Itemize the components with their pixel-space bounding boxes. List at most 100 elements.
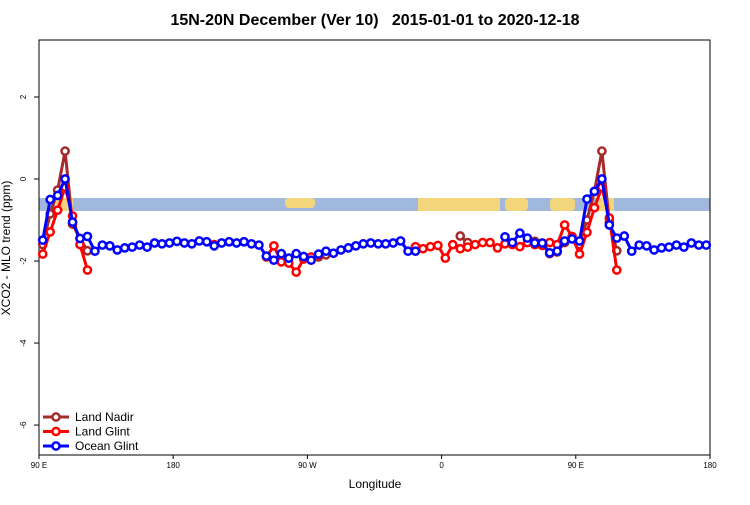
data-point [440,253,451,264]
data-point [589,186,600,197]
data-point [75,233,85,244]
land-band [285,198,315,208]
data-point [209,241,220,251]
legend-label: Land Glint [75,425,130,439]
data-point [403,246,413,257]
data-point [500,231,510,242]
data-point [515,228,525,238]
x-tick-label: 180 [167,461,181,470]
x-tick-label: 180 [703,461,717,470]
data-point [559,236,570,246]
data-point [611,233,622,243]
land-band [505,198,528,211]
data-point [67,217,78,227]
legend-marker [51,412,61,422]
data-point [388,238,398,248]
data-point [298,251,309,262]
x-tick-label: 90 E [31,461,47,470]
data-point [254,240,264,250]
data-point [172,236,182,247]
x-axis-label: Longitude [349,477,402,491]
data-point [119,243,130,253]
data-point [701,240,712,250]
data-point [291,248,302,259]
data-point [358,238,369,249]
y-tick-label: -6 [19,421,28,429]
data-point [90,246,100,257]
data-point [544,237,555,248]
data-point [224,236,234,247]
data-point [597,174,607,184]
data-point [112,245,123,255]
y-tick-label: 0 [19,176,28,181]
data-point [455,231,466,241]
data-point [269,241,279,251]
data-point [693,240,704,250]
data-point [321,246,331,257]
data-point [477,237,488,248]
data-point [641,241,652,251]
data-point [104,241,115,251]
data-point [544,247,555,258]
data-point [201,236,212,247]
data-point [45,194,56,205]
legend-marker [51,441,61,451]
legend-label: Ocean Glint [75,439,139,453]
data-point [485,237,495,248]
data-point [276,248,287,259]
y-tick-label: 2 [19,94,28,99]
data-point [45,227,56,237]
legend-marker [51,426,61,437]
data-point [418,243,428,254]
data-point [462,242,473,252]
x-tick-label: 0 [439,461,444,470]
data-point [664,242,674,252]
data-point [52,190,63,201]
data-point [365,238,376,248]
data-point [686,238,697,248]
data-point [582,194,592,204]
data-point [60,174,70,184]
data-point [425,241,436,252]
data-point [216,238,227,248]
land-band [418,198,500,211]
data-point [671,240,682,250]
data-point [291,267,302,277]
data-point [380,238,391,249]
ocean-band [39,198,710,211]
data-point [231,238,242,248]
legend-label: Land Nadir [75,410,134,424]
data-point [679,242,689,252]
data-point [261,251,272,261]
data-point [559,220,570,230]
data-point [52,205,63,216]
x-tick-label: 90 W [298,461,317,470]
data-point [134,240,145,250]
data-point [37,249,48,259]
data-point [127,242,138,252]
x-tick-label: 90 E [568,461,584,470]
data-point [470,239,480,250]
data-point [194,236,205,246]
land-band [550,198,575,211]
data-point [246,238,257,249]
data-point [269,255,279,266]
data-point [574,249,585,259]
data-point [336,245,346,255]
data-point [634,240,645,250]
data-point [395,236,406,246]
data-point [529,238,540,248]
data-point [351,241,361,251]
data-point [164,238,175,248]
data-point [276,257,287,267]
data-point [656,243,667,253]
data-point [522,233,533,243]
data-point [149,238,160,248]
data-point [313,249,324,259]
data-point [410,246,421,257]
data-point [537,238,548,248]
data-point [239,236,249,247]
data-point [60,146,70,156]
data-point [507,237,518,248]
